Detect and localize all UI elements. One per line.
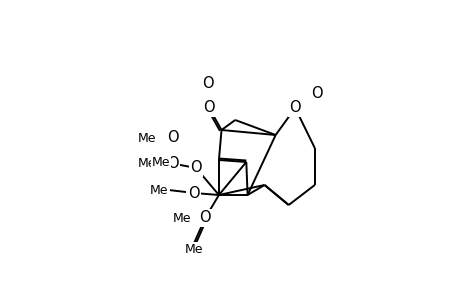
Text: O: O bbox=[167, 156, 179, 171]
Text: O: O bbox=[186, 184, 198, 200]
Text: O: O bbox=[203, 100, 214, 116]
Text: O: O bbox=[289, 100, 300, 116]
Text: O: O bbox=[188, 185, 200, 200]
Text: O: O bbox=[310, 85, 322, 100]
Text: Me: Me bbox=[173, 212, 191, 224]
Text: O: O bbox=[199, 211, 211, 226]
Text: O: O bbox=[190, 160, 202, 175]
Text: Me: Me bbox=[138, 157, 156, 170]
Text: O: O bbox=[167, 130, 179, 146]
Text: Me: Me bbox=[150, 184, 168, 196]
Text: Me: Me bbox=[185, 243, 203, 256]
Text: Me: Me bbox=[151, 157, 170, 169]
Text: O: O bbox=[201, 76, 213, 92]
Text: Me: Me bbox=[138, 131, 156, 145]
